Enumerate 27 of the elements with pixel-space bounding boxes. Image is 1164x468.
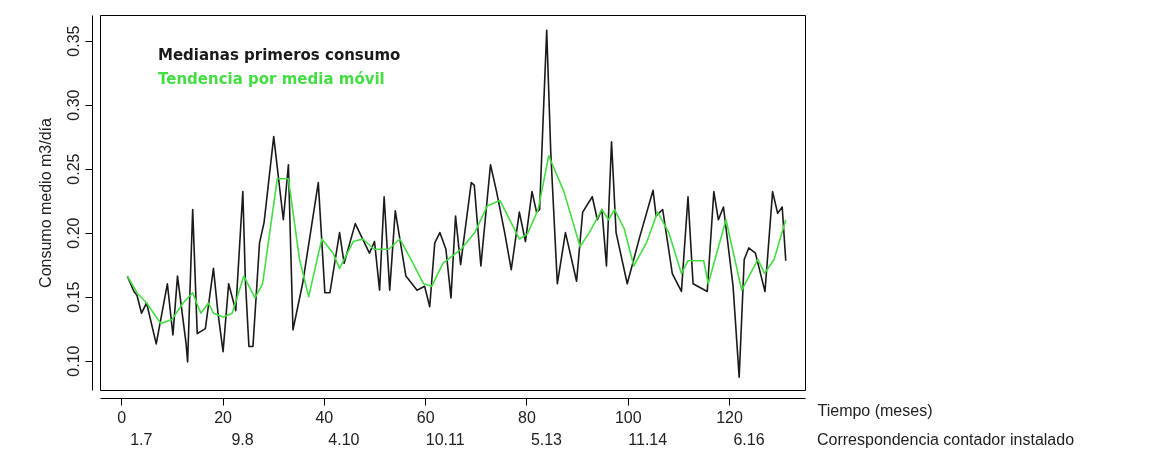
y-tick-label: 0.20	[64, 217, 82, 249]
text: 4.10	[328, 431, 360, 448]
y-tick-label: 0.25	[64, 153, 82, 185]
text: 5.13	[530, 431, 563, 448]
x-tick-label: 80	[518, 408, 536, 426]
text: 6.16	[733, 431, 765, 448]
y-tick-label: 0.30	[64, 89, 82, 121]
text: Medianas primeros consumo	[158, 46, 401, 64]
line-series	[126, 154, 787, 325]
text: 11.14	[628, 431, 668, 448]
x-axis-title: Tiempo (meses)	[817, 401, 933, 419]
y-tick-label: 0.35	[64, 25, 82, 57]
y-axis-title: Consumo medio m3/día	[36, 117, 54, 288]
line-series	[126, 29, 787, 378]
text: 10.11	[425, 431, 465, 448]
y-tick-label: 0.10	[64, 345, 82, 377]
text: Tendencia por media móvil	[158, 70, 385, 88]
x-tick-label: 120	[716, 408, 743, 426]
x-tick-label: 0	[117, 408, 127, 426]
x-tick-label: 20	[214, 408, 233, 426]
x-tick-label: 60	[416, 408, 435, 426]
text: Correspondencia contador instalado	[817, 431, 1075, 448]
y-tick-label: 0.15	[64, 281, 82, 313]
x-tick-label: 40	[315, 408, 334, 426]
text: 1.7	[130, 431, 153, 448]
text: 9.8	[231, 431, 254, 448]
x-tick-label: 100	[614, 408, 642, 426]
